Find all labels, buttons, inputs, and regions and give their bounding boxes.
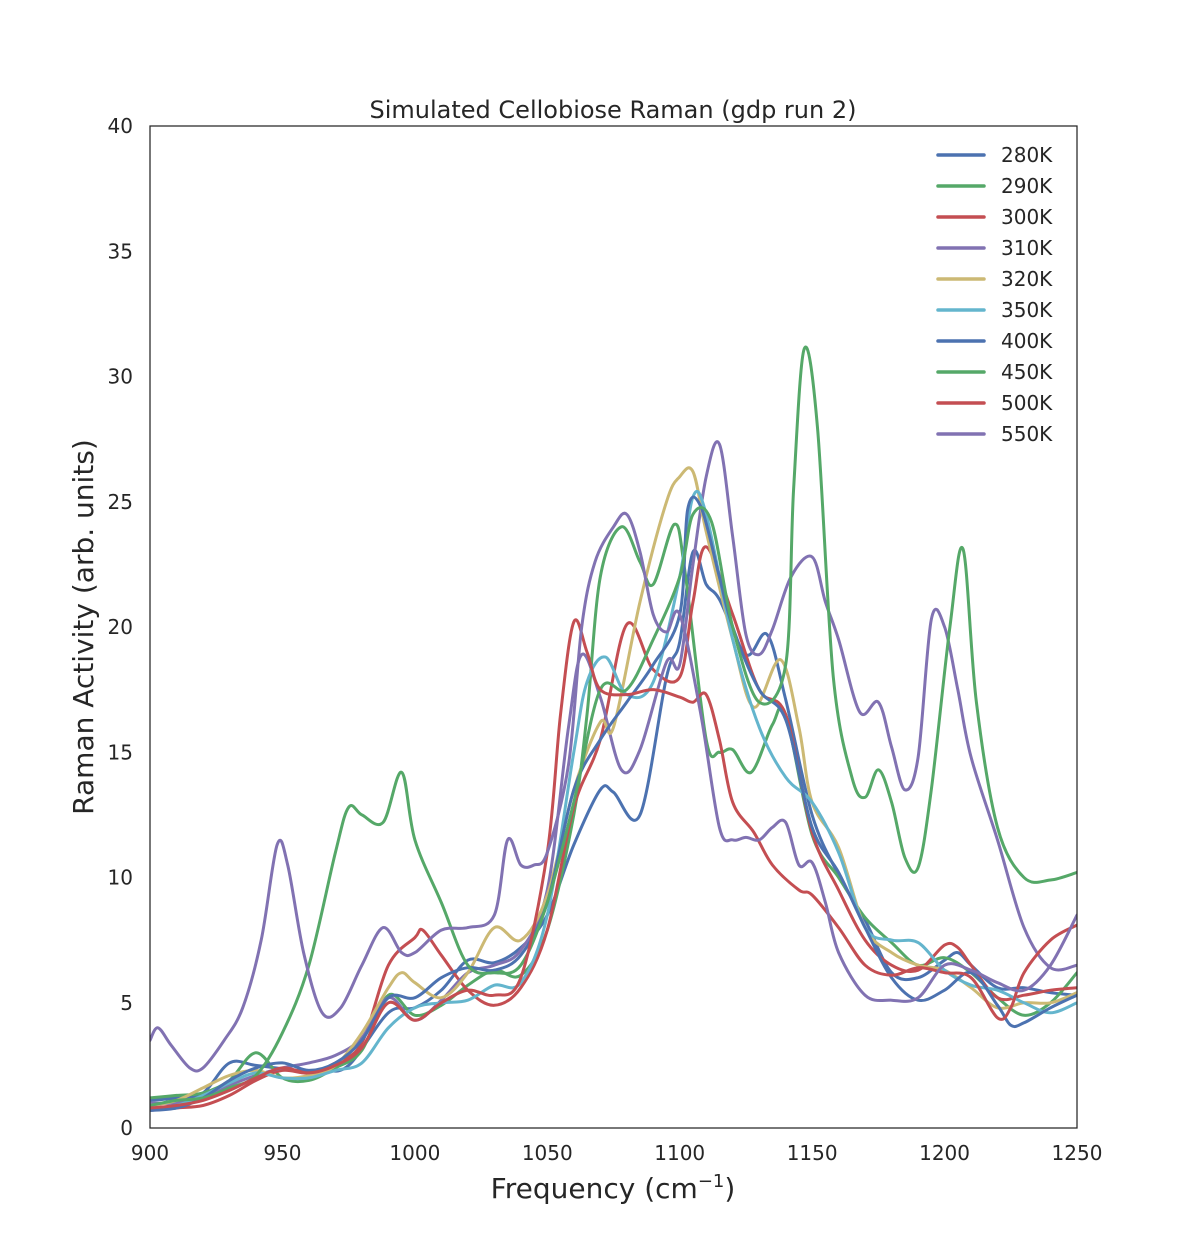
- y-tick-label: 10: [108, 866, 133, 890]
- legend-label-400K: 400K: [1001, 329, 1053, 353]
- x-tick-label: 1050: [522, 1141, 573, 1165]
- x-tick-label: 1000: [389, 1141, 440, 1165]
- legend-label-550K: 550K: [1001, 422, 1053, 446]
- y-tick-label: 0: [120, 1116, 133, 1140]
- y-tick-label: 20: [108, 615, 133, 639]
- y-axis-ticks: 0 5 10 15 20 25 30 35 40: [108, 114, 133, 1140]
- series-line-290K: [150, 522, 1077, 1100]
- series-line-550K: [150, 511, 1077, 1073]
- plot-frame: [149, 125, 1078, 1129]
- series-line-500K: [150, 618, 1077, 1110]
- x-axis-title: Frequency (cm−1): [491, 1171, 736, 1205]
- legend-label-350K: 350K: [1001, 298, 1053, 322]
- legend-label-500K: 500K: [1001, 391, 1053, 415]
- y-tick-label: 5: [120, 991, 133, 1015]
- x-axis-title-main: Frequency (cm: [491, 1172, 698, 1205]
- series-line-450K: [150, 345, 1077, 1107]
- y-tick-label: 40: [108, 114, 133, 138]
- y-tick-label: 30: [108, 365, 133, 389]
- x-tick-label: 1250: [1052, 1141, 1103, 1165]
- x-tick-label: 900: [131, 1141, 169, 1165]
- x-tick-label: 1100: [654, 1141, 705, 1165]
- legend: 280K 290K 300K 310K 320K 350K 400K 450K 500K 550K: [936, 143, 1053, 446]
- x-tick-label: 950: [263, 1141, 301, 1165]
- y-tick-label: 25: [108, 490, 133, 514]
- series-line-350K: [150, 489, 1077, 1110]
- legend-label-300K: 300K: [1001, 205, 1053, 229]
- legend-label-310K: 310K: [1001, 236, 1053, 260]
- legend-label-320K: 320K: [1001, 267, 1053, 291]
- legend-label-280K: 280K: [1001, 143, 1053, 167]
- legend-label-450K: 450K: [1001, 360, 1053, 384]
- series-layer: [150, 345, 1077, 1112]
- y-tick-label: 15: [108, 740, 133, 764]
- x-axis-title-suffix: ): [724, 1172, 735, 1205]
- series-line-400K: [150, 495, 1077, 1112]
- x-tick-label: 1150: [787, 1141, 838, 1165]
- legend-label-290K: 290K: [1001, 174, 1053, 198]
- x-axis-title-superscript: −1: [698, 1171, 725, 1192]
- x-axis-ticks: 900 950 1000 1050 1100 1150 1200 1250: [131, 1141, 1103, 1165]
- x-tick-label: 1200: [919, 1141, 970, 1165]
- y-tick-label: 35: [108, 239, 133, 263]
- chart-title: Simulated Cellobiose Raman (gdp run 2): [370, 96, 857, 124]
- y-axis-title: Raman Activity (arb. units): [67, 439, 100, 815]
